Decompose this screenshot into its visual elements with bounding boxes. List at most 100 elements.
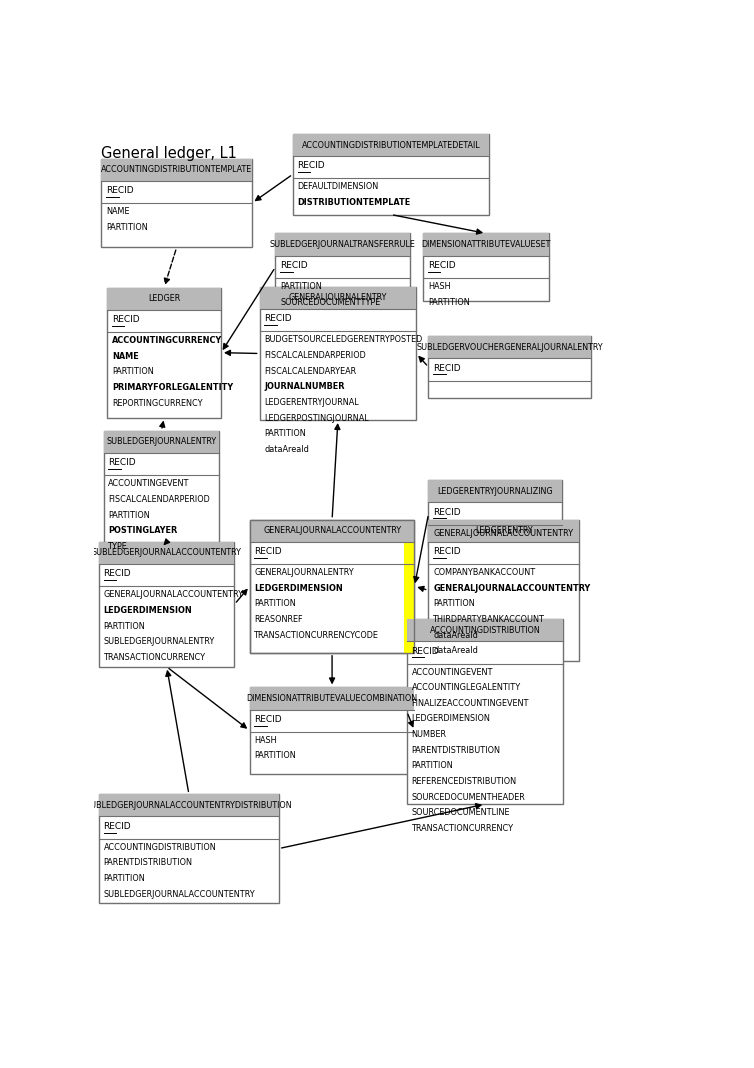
Text: RECID: RECID <box>103 822 131 831</box>
Text: LEDGERENTRYJOURNALIZING: LEDGERENTRYJOURNALIZING <box>437 487 553 496</box>
Bar <box>428 520 579 661</box>
Bar <box>99 541 234 564</box>
Text: GENERALJOURNALACCOUNTENTRY: GENERALJOURNALACCOUNTENTRY <box>103 591 244 599</box>
Text: PARTITION: PARTITION <box>280 282 322 290</box>
Text: PARTITION: PARTITION <box>112 367 154 376</box>
Bar <box>250 520 415 653</box>
Text: DIMENSIONATTRIBUTEVALUESET: DIMENSIONATTRIBUTEVALUESET <box>421 240 550 249</box>
Bar <box>250 520 415 653</box>
Text: SUBLEDGERVOUCHERGENERALJOURNALENTRY: SUBLEDGERVOUCHERGENERALJOURNALENTRY <box>416 343 603 351</box>
Text: dataAreaId: dataAreaId <box>433 646 478 656</box>
Text: PARTITION: PARTITION <box>433 599 475 609</box>
Text: HASH: HASH <box>428 282 451 290</box>
Bar <box>101 158 252 180</box>
Text: NAME: NAME <box>112 351 139 361</box>
Text: ACCOUNTINGEVENT: ACCOUNTINGEVENT <box>412 668 493 677</box>
Text: ACCOUNTINGDISTRIBUTION: ACCOUNTINGDISTRIBUTION <box>430 626 541 634</box>
Text: PARTITION: PARTITION <box>254 752 296 760</box>
Bar <box>101 158 252 248</box>
Text: PARTITION: PARTITION <box>103 622 146 630</box>
Text: NUMBER: NUMBER <box>412 731 446 739</box>
Text: ACCOUNTINGDISTRIBUTIONTEMPLATE: ACCOUNTINGDISTRIBUTIONTEMPLATE <box>101 166 253 174</box>
Text: COMPANYBANKACCOUNT: COMPANYBANKACCOUNT <box>433 568 535 577</box>
Bar <box>404 520 415 653</box>
Text: RECID: RECID <box>254 547 282 556</box>
Bar <box>275 234 410 255</box>
Text: RECID: RECID <box>433 364 461 373</box>
Text: SOURCEDOCUMENTHEADER: SOURCEDOCUMENTHEADER <box>412 792 526 802</box>
Text: PARTITION: PARTITION <box>109 511 150 519</box>
Text: RECID: RECID <box>109 458 136 468</box>
Text: LEDGERDIMENSION: LEDGERDIMENSION <box>412 714 490 723</box>
Bar <box>423 234 549 301</box>
Text: REFERENCEDISTRIBUTION: REFERENCEDISTRIBUTION <box>412 778 516 786</box>
Text: RECID: RECID <box>412 647 439 656</box>
Text: ACCOUNTINGLEGALENTITY: ACCOUNTINGLEGALENTITY <box>412 684 521 692</box>
Text: RECID: RECID <box>433 507 461 517</box>
Text: ACCOUNTINGEVENT: ACCOUNTINGEVENT <box>109 480 190 488</box>
Text: RECID: RECID <box>103 569 131 579</box>
Text: SUBLEDGERJOURNALENTRY: SUBLEDGERJOURNALENTRY <box>106 438 216 446</box>
Text: PARTITION: PARTITION <box>412 761 453 770</box>
Text: TRANSACTIONCURRENCY: TRANSACTIONCURRENCY <box>103 653 206 662</box>
Bar <box>293 134 489 215</box>
Bar <box>103 430 219 548</box>
Text: dataAreaId: dataAreaId <box>433 630 478 640</box>
Text: PARTITION: PARTITION <box>265 429 306 438</box>
Text: HASH: HASH <box>254 736 277 744</box>
Text: SUBLEDGERJOURNALENTRY: SUBLEDGERJOURNALENTRY <box>103 638 215 646</box>
Text: dataAreaId: dataAreaId <box>265 444 309 454</box>
Text: LEDGERDIMENSION: LEDGERDIMENSION <box>103 606 192 615</box>
Text: JOURNALNUMBER: JOURNALNUMBER <box>265 382 345 391</box>
Bar <box>407 619 563 641</box>
Text: TRANSACTIONCURRENCYCODE: TRANSACTIONCURRENCYCODE <box>254 630 379 640</box>
Bar <box>407 619 563 804</box>
Text: RECID: RECID <box>428 261 455 270</box>
Text: SUBLEDGERJOURNALACCOUNTENTRY: SUBLEDGERJOURNALACCOUNTENTRY <box>103 890 256 898</box>
Bar <box>250 520 415 541</box>
Text: LEDGERPOSTINGJOURNAL: LEDGERPOSTINGJOURNAL <box>265 413 369 423</box>
Text: FISCALCALENDARYEAR: FISCALCALENDARYEAR <box>265 366 357 376</box>
Bar <box>107 287 221 418</box>
Text: RECID: RECID <box>106 186 133 195</box>
Bar <box>423 234 549 255</box>
Text: PRIMARYFORLEGALENTITY: PRIMARYFORLEGALENTITY <box>112 383 233 392</box>
Bar <box>275 234 410 301</box>
Text: TYPE: TYPE <box>109 541 128 551</box>
Text: ACCOUNTINGDISTRIBUTION: ACCOUNTINGDISTRIBUTION <box>103 843 216 852</box>
Text: REPORTINGCURRENCY: REPORTINGCURRENCY <box>112 398 202 408</box>
Bar <box>99 541 234 666</box>
Text: FISCALCALENDARPERIOD: FISCALCALENDARPERIOD <box>265 351 366 360</box>
Text: DIMENSIONATTRIBUTEVALUECOMBINATION: DIMENSIONATTRIBUTEVALUECOMBINATION <box>247 694 418 703</box>
Text: SUBLEDGERJOURNALACCOUNTENTRY: SUBLEDGERJOURNALACCOUNTENTRY <box>92 548 241 557</box>
Text: PARENTDISTRIBUTION: PARENTDISTRIBUTION <box>103 859 192 867</box>
Bar <box>99 795 279 816</box>
Text: PARTITION: PARTITION <box>106 223 148 232</box>
Bar <box>428 481 562 548</box>
Bar <box>250 688 415 773</box>
Text: PARTITION: PARTITION <box>254 599 296 609</box>
Text: THIRDPARTYBANKACCOUNT: THIRDPARTYBANKACCOUNT <box>433 615 545 624</box>
Text: PARENTDISTRIBUTION: PARENTDISTRIBUTION <box>412 745 501 755</box>
Bar <box>259 287 416 309</box>
Text: SOURCEDOCUMENTTYPE: SOURCEDOCUMENTTYPE <box>280 298 380 307</box>
Text: PARTITION: PARTITION <box>103 874 146 883</box>
Text: GENERALJOURNALENTRY: GENERALJOURNALENTRY <box>289 294 387 302</box>
Text: GENERALJOURNALACCOUNTENTRY: GENERALJOURNALACCOUNTENTRY <box>263 527 401 535</box>
Text: SOURCEDOCUMENTLINE: SOURCEDOCUMENTLINE <box>412 808 510 817</box>
Bar <box>428 336 591 359</box>
Bar <box>259 287 416 420</box>
Text: BUDGETSOURCELEDGERENTRYPOSTED: BUDGETSOURCELEDGERENTRYPOSTED <box>265 335 422 344</box>
Text: NAME: NAME <box>106 207 130 216</box>
Text: TRANSACTIONCURRENCY: TRANSACTIONCURRENCY <box>412 823 513 833</box>
Text: PARTITION: PARTITION <box>428 298 470 307</box>
Bar <box>99 795 279 902</box>
Text: POSTINGLAYER: POSTINGLAYER <box>109 527 177 535</box>
Text: FINALIZEACCOUNTINGEVENT: FINALIZEACCOUNTINGEVENT <box>412 698 529 708</box>
Text: DEFAULTDIMENSION: DEFAULTDIMENSION <box>298 183 379 191</box>
Text: LEDGERENTRY: LEDGERENTRY <box>475 527 532 535</box>
Bar <box>107 287 221 310</box>
Text: DISTRIBUTIONTEMPLATE: DISTRIBUTIONTEMPLATE <box>298 198 411 207</box>
Text: SUBLEDGERJOURNALACCOUNTENTRYDISTRIBUTION: SUBLEDGERJOURNALACCOUNTENTRYDISTRIBUTION <box>86 801 293 810</box>
Text: General ledger, L1: General ledger, L1 <box>101 146 238 161</box>
